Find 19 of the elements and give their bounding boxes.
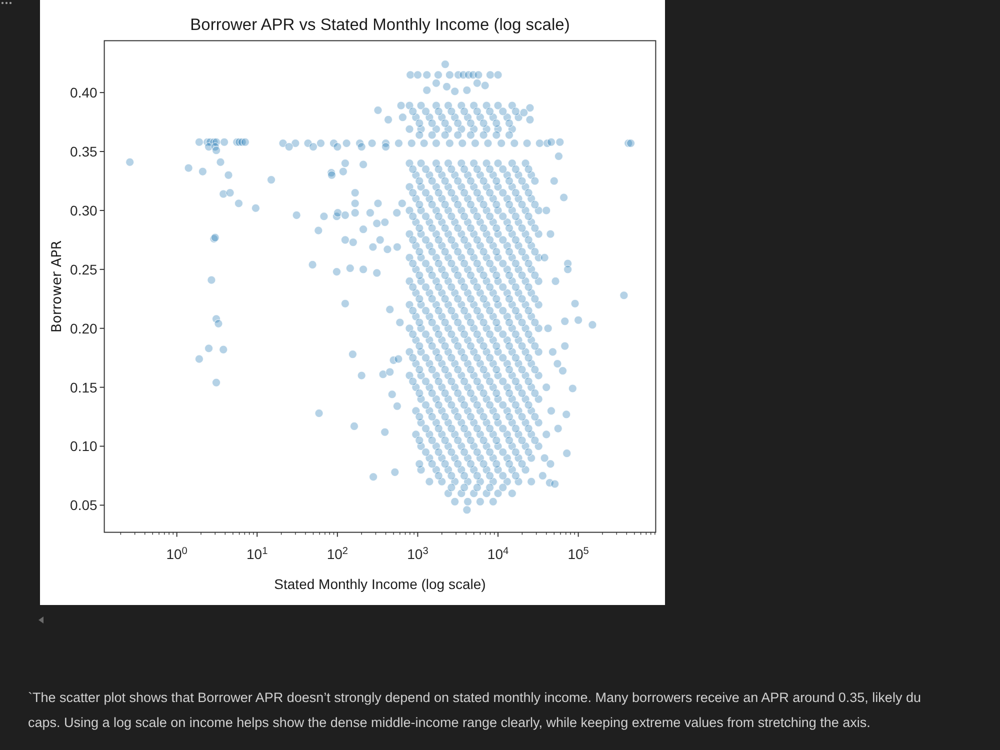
y-axis-title: Borrower APR bbox=[49, 240, 65, 333]
x-tick-label: 10$^{2}$ bbox=[326, 546, 348, 562]
y-tick-label: 0.25 bbox=[70, 261, 98, 278]
y-tick-label: 0.30 bbox=[70, 202, 98, 218]
y-tick-label: 0.15 bbox=[70, 379, 98, 396]
text: `The scatter plot shows that Borrower APR doesn’t strongly depend on stated monthly income. Many borrowers receive an APR around 0.35, likely du bbox=[28, 690, 921, 705]
x-axis-title: Stated Monthly Income (log scale) bbox=[274, 576, 486, 592]
y-tick-label: 0.10 bbox=[70, 438, 98, 454]
x-tick-label: 10$^{0}$ bbox=[166, 546, 188, 562]
x-tick-label: 10$^{3}$ bbox=[407, 546, 429, 562]
x-tick-label: 10$^{4}$ bbox=[487, 546, 509, 562]
y-tick-label: 0.40 bbox=[70, 84, 98, 101]
y-tick-label: 0.05 bbox=[70, 497, 98, 514]
chart-title: Borrower APR vs Stated Monthly Income (log scale) bbox=[190, 16, 570, 34]
x-tick-label: 10$^{1}$ bbox=[246, 546, 268, 562]
y-tick-label: 0.20 bbox=[70, 320, 98, 336]
text: caps. Using a log scale on income helps show the dense middle-income range clearly, while keeping extreme values from stretching the axis. bbox=[28, 715, 870, 730]
y-tick-label: 0.35 bbox=[70, 144, 98, 160]
x-tick-label: 10$^{5}$ bbox=[568, 546, 590, 562]
